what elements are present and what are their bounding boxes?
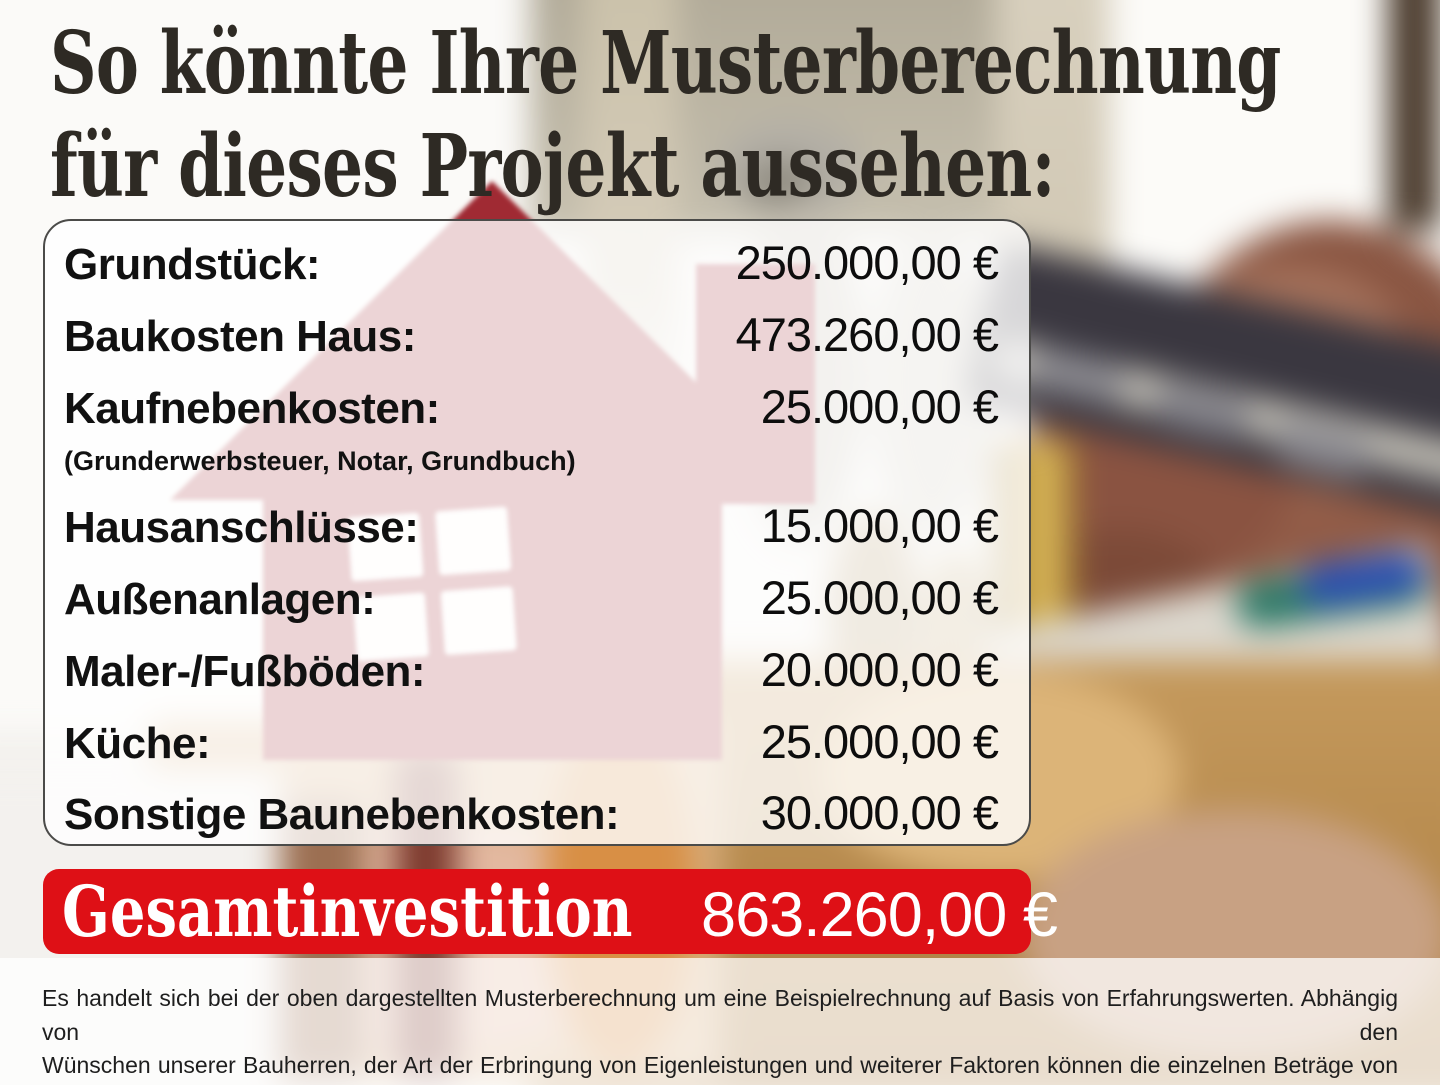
title-line-2: für dieses Projekt aussehen: [50, 116, 1055, 217]
cost-table-panel: Grundstück: 250.000,00 € Baukosten Haus:… [43, 219, 1031, 846]
table-row: Grundstück: 250.000,00 € [64, 234, 999, 292]
footer-line: Wünschen unserer Bauherren, der Art der … [42, 1052, 1398, 1078]
row-label: Kaufnebenkosten: [64, 384, 440, 433]
table-row: Küche: 25.000,00 € [64, 713, 999, 771]
row-label: Küche: [64, 719, 211, 768]
footer-band [0, 958, 1440, 1085]
row-label: Baukosten Haus: [64, 312, 416, 361]
row-label: Maler-/Fußböden: [64, 647, 426, 696]
dark-corner-sliver [1388, 0, 1440, 230]
row-label: Grundstück: [64, 240, 321, 289]
total-banner-value: 863.260,00 € [701, 880, 1058, 950]
table-row: Außenanlagen: 25.000,00 € [64, 569, 999, 627]
row-sub-note: (Grunderwerbsteuer, Notar, Grundbuch) [64, 446, 576, 476]
row-label: Hausanschlüsse: [64, 503, 419, 552]
total-banner: Gesamtinvestition 863.260,00 € [43, 869, 1058, 954]
row-label: Außenanlagen: [64, 575, 376, 624]
footer-line: Es handelt sich bei der oben dargestellt… [42, 985, 1398, 1045]
row-value: 30.000,00 € [760, 786, 999, 839]
footer-disclaimer: Es handelt sich bei der oben dargestellt… [42, 982, 1398, 1085]
table-row: Maler-/Fußböden: 20.000,00 € [64, 641, 999, 699]
row-value: 25.000,00 € [760, 380, 999, 433]
table-row: Baukosten Haus: 473.260,00 € [64, 306, 999, 364]
row-value: 25.000,00 € [760, 715, 999, 768]
row-value: 20.000,00 € [760, 643, 999, 696]
table-row: Sonstige Baunebenkosten: 30.000,00 € [64, 784, 999, 842]
page-title: So könnte Ihre Musterberechnung für dies… [50, 12, 1281, 218]
row-value: 25.000,00 € [760, 571, 999, 624]
glass-shadow [745, 160, 815, 205]
row-value: 15.000,00 € [760, 499, 999, 552]
row-value: 250.000,00 € [735, 236, 999, 289]
row-value: 473.260,00 € [735, 308, 999, 361]
table-row: Kaufnebenkosten: 25.000,00 € [64, 378, 999, 436]
row-label: Sonstige Baunebenkosten: [64, 790, 620, 839]
title-line-1: So könnte Ihre Musterberechnung [50, 13, 1281, 114]
total-banner-label: Gesamtinvestition [62, 870, 633, 953]
table-row: Hausanschlüsse: 15.000,00 € [64, 497, 999, 555]
